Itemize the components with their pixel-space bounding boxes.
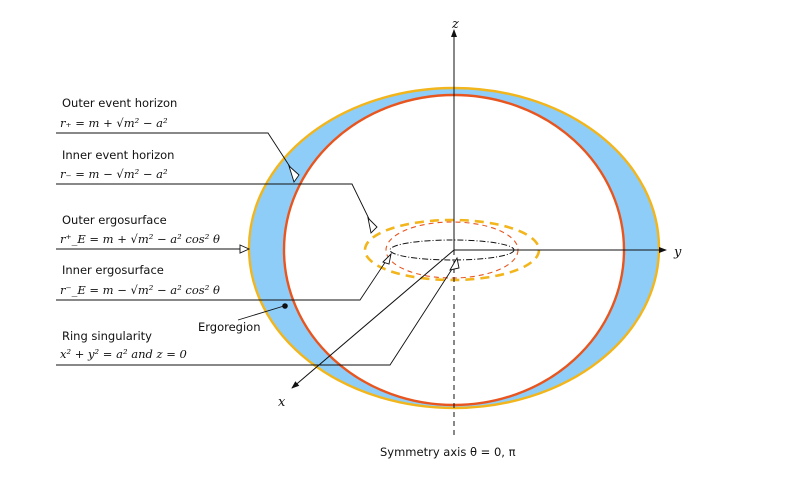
leader-ring [56,265,455,366]
marker-inner-ergo [382,252,392,265]
leader-ergoregion [237,305,285,321]
inner-horizon-title: Inner event horizon [62,148,174,162]
y-axis-label: y [673,245,682,260]
z-axis-label: z [451,17,459,32]
outer-horizon-formula: r₊ = m + √m² − a² [60,116,168,130]
ring-formula: x² + y² = a² and z = 0 [60,347,187,361]
inner-ergo-title: Inner ergosurface [62,263,164,277]
marker-outer-ergo [239,244,251,254]
ergoregion-label: Ergoregion [198,320,261,334]
ring-title: Ring singularity [62,329,152,343]
leader-inner-ergo [56,257,389,301]
outer-horizon-title: Outer event horizon [62,96,177,110]
marker-ergoregion [282,303,288,309]
leader-outer-horizon [56,132,295,174]
marker-outer-horizon [288,164,300,183]
marker-inner-horizon [367,216,378,234]
marker-ring [449,256,460,271]
x-axis-label: x [278,395,286,410]
leader-inner-horizon [56,183,373,226]
outer-ergo-title: Outer ergosurface [62,213,167,227]
symmetry-axis-label: Symmetry axis θ = 0, π [380,445,516,459]
inner-ergo-formula: r⁻_E = m − √m² − a² cos² θ [60,283,220,297]
inner-horizon-formula: r₋ = m − √m² − a² [60,167,168,181]
outer-ergo-formula: r⁺_E = m + √m² − a² cos² θ [60,232,220,246]
